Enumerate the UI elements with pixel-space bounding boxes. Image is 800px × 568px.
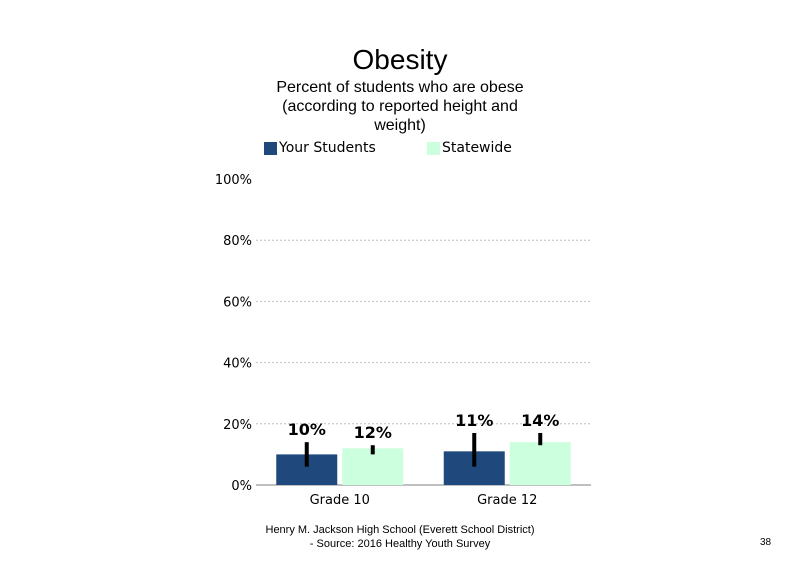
subtitle-line: (according to reported height and (282, 98, 518, 115)
y-tick-label: 40% (223, 357, 252, 372)
data-label: 11% (455, 411, 493, 430)
subtitle-line: weight) (374, 117, 426, 134)
footer-source: - Source: 2016 Healthy Youth Survey (309, 538, 491, 550)
y-tick-label: 0% (231, 479, 252, 494)
subtitle-line: Percent of students who are obese (276, 79, 524, 96)
legend-label-statewide: Statewide (442, 140, 512, 156)
chart-subtitle: Percent of students who are obese (accor… (260, 78, 540, 135)
legend-swatch-statewide (427, 141, 440, 155)
legend-swatch-your-students (264, 141, 277, 155)
footer-school: Henry M. Jackson High School (Everett Sc… (265, 524, 535, 536)
legend-label-your-students: Your Students (279, 140, 376, 156)
x-tick-label: Grade 10 (310, 493, 370, 508)
legend-item-your-students: Your Students (264, 140, 376, 156)
chart-title: Obesity (352, 44, 448, 75)
data-label: 10% (288, 420, 326, 439)
bar-statewide (509, 442, 571, 485)
y-tick-label: 20% (223, 418, 252, 433)
y-tick-label: 80% (223, 234, 252, 249)
data-label: 12% (354, 423, 392, 442)
data-label: 14% (521, 411, 559, 430)
page-number: 38 (760, 537, 772, 548)
legend-item-statewide: Statewide (427, 140, 512, 156)
y-tick-label: 60% (223, 295, 252, 310)
y-tick-label: 100% (215, 173, 252, 188)
x-tick-label: Grade 12 (477, 493, 537, 508)
